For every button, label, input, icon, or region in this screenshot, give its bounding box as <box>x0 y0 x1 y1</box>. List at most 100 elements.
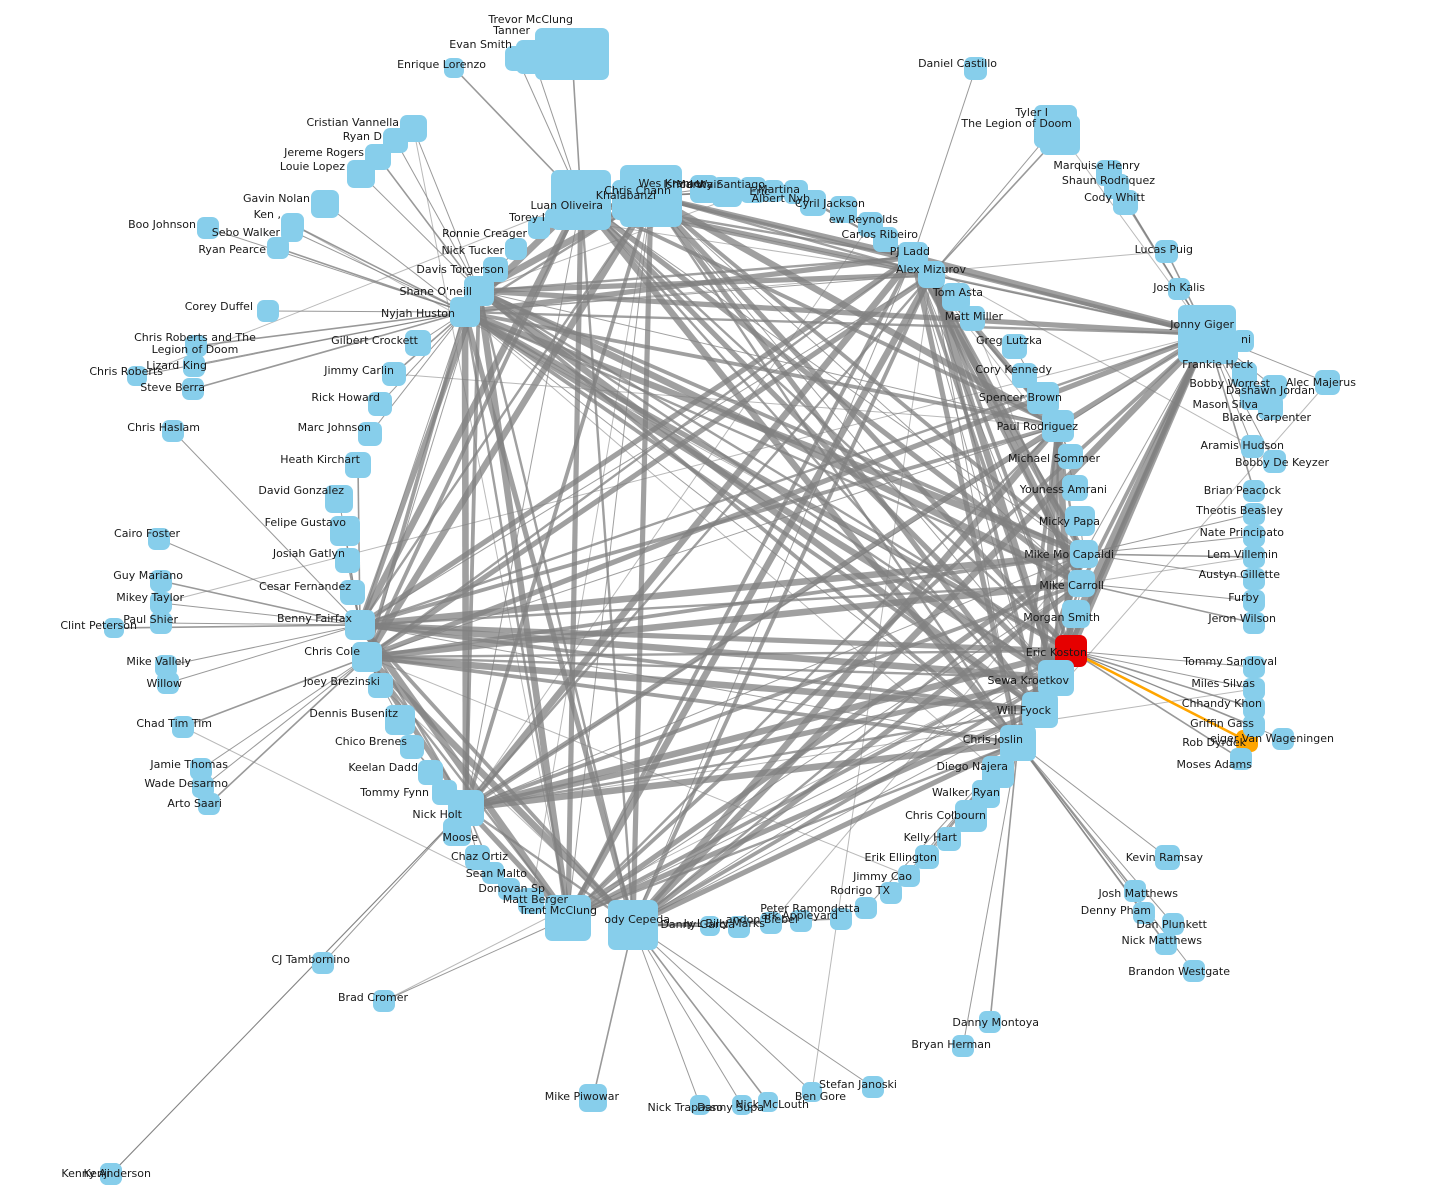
graph-node-gilbert-crockett[interactable] <box>405 330 431 356</box>
graph-node-chris-haslam[interactable] <box>162 420 184 442</box>
graph-node-joey-brezinski[interactable] <box>368 673 393 698</box>
graph-node-chris-roberts-legion[interactable] <box>185 335 207 357</box>
graph-node-dennis-busenitz[interactable] <box>385 705 415 735</box>
graph-node-torey[interactable] <box>545 208 565 228</box>
graph-node-mark-appleyard[interactable] <box>830 908 852 930</box>
graph-node-furby[interactable] <box>1243 590 1265 612</box>
graph-node-mike-carroll[interactable] <box>1068 570 1095 597</box>
graph-node-sebo-walker[interactable] <box>281 220 303 242</box>
graph-node-paul-shier[interactable] <box>150 612 172 634</box>
graph-node-chaz-ortiz[interactable] <box>465 845 490 870</box>
graph-node-ben-gore[interactable] <box>802 1082 822 1102</box>
graph-node-billy-marks[interactable] <box>760 912 782 934</box>
graph-node-rick-howard[interactable] <box>368 392 392 416</box>
graph-node-ishod-wair[interactable] <box>712 177 742 207</box>
graph-node-mike-mo-capaldi[interactable] <box>1070 540 1098 568</box>
graph-node-willow[interactable] <box>157 672 179 694</box>
graph-node-miles-silvas[interactable] <box>1243 678 1265 700</box>
graph-node-youness-amrani[interactable] <box>1062 475 1088 501</box>
graph-node-alex-mizurov[interactable] <box>918 261 945 288</box>
graph-node-dan-plunkett[interactable] <box>1162 913 1184 935</box>
graph-node-clint-peterson[interactable] <box>104 618 124 638</box>
graph-node-greg-lutzka[interactable] <box>1002 334 1027 359</box>
graph-node-will-fyock[interactable] <box>1022 692 1058 728</box>
graph-node-kelly-hart[interactable] <box>937 827 961 851</box>
graph-node-carlos-ribeiro[interactable] <box>873 227 898 252</box>
graph-node-arto-saari[interactable] <box>198 793 220 815</box>
graph-node-danny-supa[interactable] <box>732 1095 752 1115</box>
graph-node-sewa-kroetkov[interactable] <box>1038 660 1074 696</box>
graph-node-austyn-gillette[interactable] <box>1243 568 1265 590</box>
graph-node-bobby-de-keyzer[interactable] <box>1263 450 1286 473</box>
graph-node-nick-mclouth[interactable] <box>758 1092 778 1112</box>
graph-node-felipe-gustavo[interactable] <box>330 516 360 546</box>
graph-node-nate-principato[interactable] <box>1243 525 1265 547</box>
graph-node-jimmy-cao[interactable] <box>898 865 920 887</box>
graph-node-jeron-wilson[interactable] <box>1243 612 1265 634</box>
graph-node-nick-matthews[interactable] <box>1155 933 1177 955</box>
graph-node-cesar-fernandez[interactable] <box>340 580 365 605</box>
graph-node-wade-desarmo[interactable] <box>192 776 214 798</box>
graph-node-ronnie-creager[interactable] <box>528 217 550 239</box>
graph-node-griffin-gass[interactable] <box>1243 715 1265 737</box>
graph-node-corey-duffel[interactable] <box>257 300 279 322</box>
graph-node-peter-ramondetta[interactable] <box>855 897 877 919</box>
graph-node-chhandy-khon[interactable] <box>1243 697 1265 719</box>
graph-node-brandon-westgate[interactable] <box>1183 960 1205 982</box>
graph-node-danny-garcia[interactable] <box>728 916 750 938</box>
graph-node-nick-trapasso[interactable] <box>690 1095 710 1115</box>
graph-node-keelan-dadd[interactable] <box>418 760 443 785</box>
graph-node-josh-kalis[interactable] <box>1168 278 1190 300</box>
graph-node-brandon-biebel[interactable] <box>790 910 812 932</box>
graph-node-danny-montoya[interactable] <box>979 1011 1001 1033</box>
graph-node-morgan-smith[interactable] <box>1062 600 1090 628</box>
graph-node-albert-nyberg[interactable] <box>800 190 826 216</box>
graph-node-rodrigo-tx[interactable] <box>880 882 902 904</box>
graph-node-jimmy-lance[interactable] <box>700 916 720 936</box>
graph-node-mike-vallely[interactable] <box>155 655 177 677</box>
graph-node-chris-colbourn[interactable] <box>955 800 987 832</box>
graph-node-cairo-foster[interactable] <box>148 528 170 550</box>
graph-node-chico-brenes[interactable] <box>400 735 424 759</box>
graph-node-stefan-janoski[interactable] <box>862 1076 884 1098</box>
graph-node-paul-rodriguez[interactable] <box>1042 410 1074 442</box>
graph-node-donovan-sp[interactable] <box>498 878 520 900</box>
graph-node-enrique-lorenzo[interactable] <box>444 58 464 78</box>
graph-node-bryan-herman[interactable] <box>952 1035 974 1057</box>
graph-node-trent-mcclung[interactable] <box>545 895 591 941</box>
graph-node-micky-papa[interactable] <box>1065 506 1095 536</box>
graph-node-moses-adams[interactable] <box>1230 748 1252 770</box>
graph-node-gavin-nolan[interactable] <box>311 190 339 218</box>
graph-node-mikey-taylor[interactable] <box>150 592 172 614</box>
graph-node-ni[interactable] <box>1232 330 1254 352</box>
graph-node-brad-cromer[interactable] <box>373 990 395 1012</box>
graph-node-tommy-sandoval[interactable] <box>1243 656 1265 678</box>
graph-node-mason-silva[interactable] <box>1240 385 1265 410</box>
graph-node-jonny-giger[interactable] <box>1178 305 1236 363</box>
graph-node-eric[interactable] <box>762 180 784 202</box>
graph-node-matt-berger[interactable] <box>518 888 544 914</box>
graph-node-kenji[interactable] <box>100 1163 122 1185</box>
graph-node-aramis-hudson[interactable] <box>1241 435 1264 458</box>
graph-node-alec-majerus[interactable] <box>1315 370 1340 395</box>
graph-node-matt-miller[interactable] <box>960 306 985 331</box>
graph-node-cody-whitt[interactable] <box>1113 190 1138 215</box>
graph-node-khalabanzi[interactable] <box>612 180 652 220</box>
graph-node-chris-roberts[interactable] <box>127 366 147 386</box>
graph-node-cyril-jackson[interactable] <box>830 196 857 223</box>
graph-node-marc-johnson[interactable] <box>358 422 382 446</box>
graph-node-bobby-worrest[interactable] <box>1232 362 1257 387</box>
graph-node-boo-johnson[interactable] <box>197 217 219 239</box>
graph-node-lucas-puig[interactable] <box>1155 240 1178 263</box>
graph-node-dashawn-jordan[interactable] <box>1262 375 1287 400</box>
graph-node-josh-matthews[interactable] <box>1124 880 1146 902</box>
graph-node-chris-cole[interactable] <box>352 642 382 672</box>
graph-node-manny-santiago[interactable] <box>740 177 766 203</box>
graph-node-kevin-ramsay[interactable] <box>1155 845 1180 870</box>
graph-node-cj-tambornino[interactable] <box>312 952 334 974</box>
graph-node-louie-lopez[interactable] <box>347 160 375 188</box>
graph-node-heath-kirchart[interactable] <box>345 452 371 478</box>
graph-node-benny-fairfax[interactable] <box>345 610 375 640</box>
graph-node-theotis-beasley[interactable] <box>1243 503 1265 525</box>
graph-node-jamie-thomas[interactable] <box>190 758 212 780</box>
